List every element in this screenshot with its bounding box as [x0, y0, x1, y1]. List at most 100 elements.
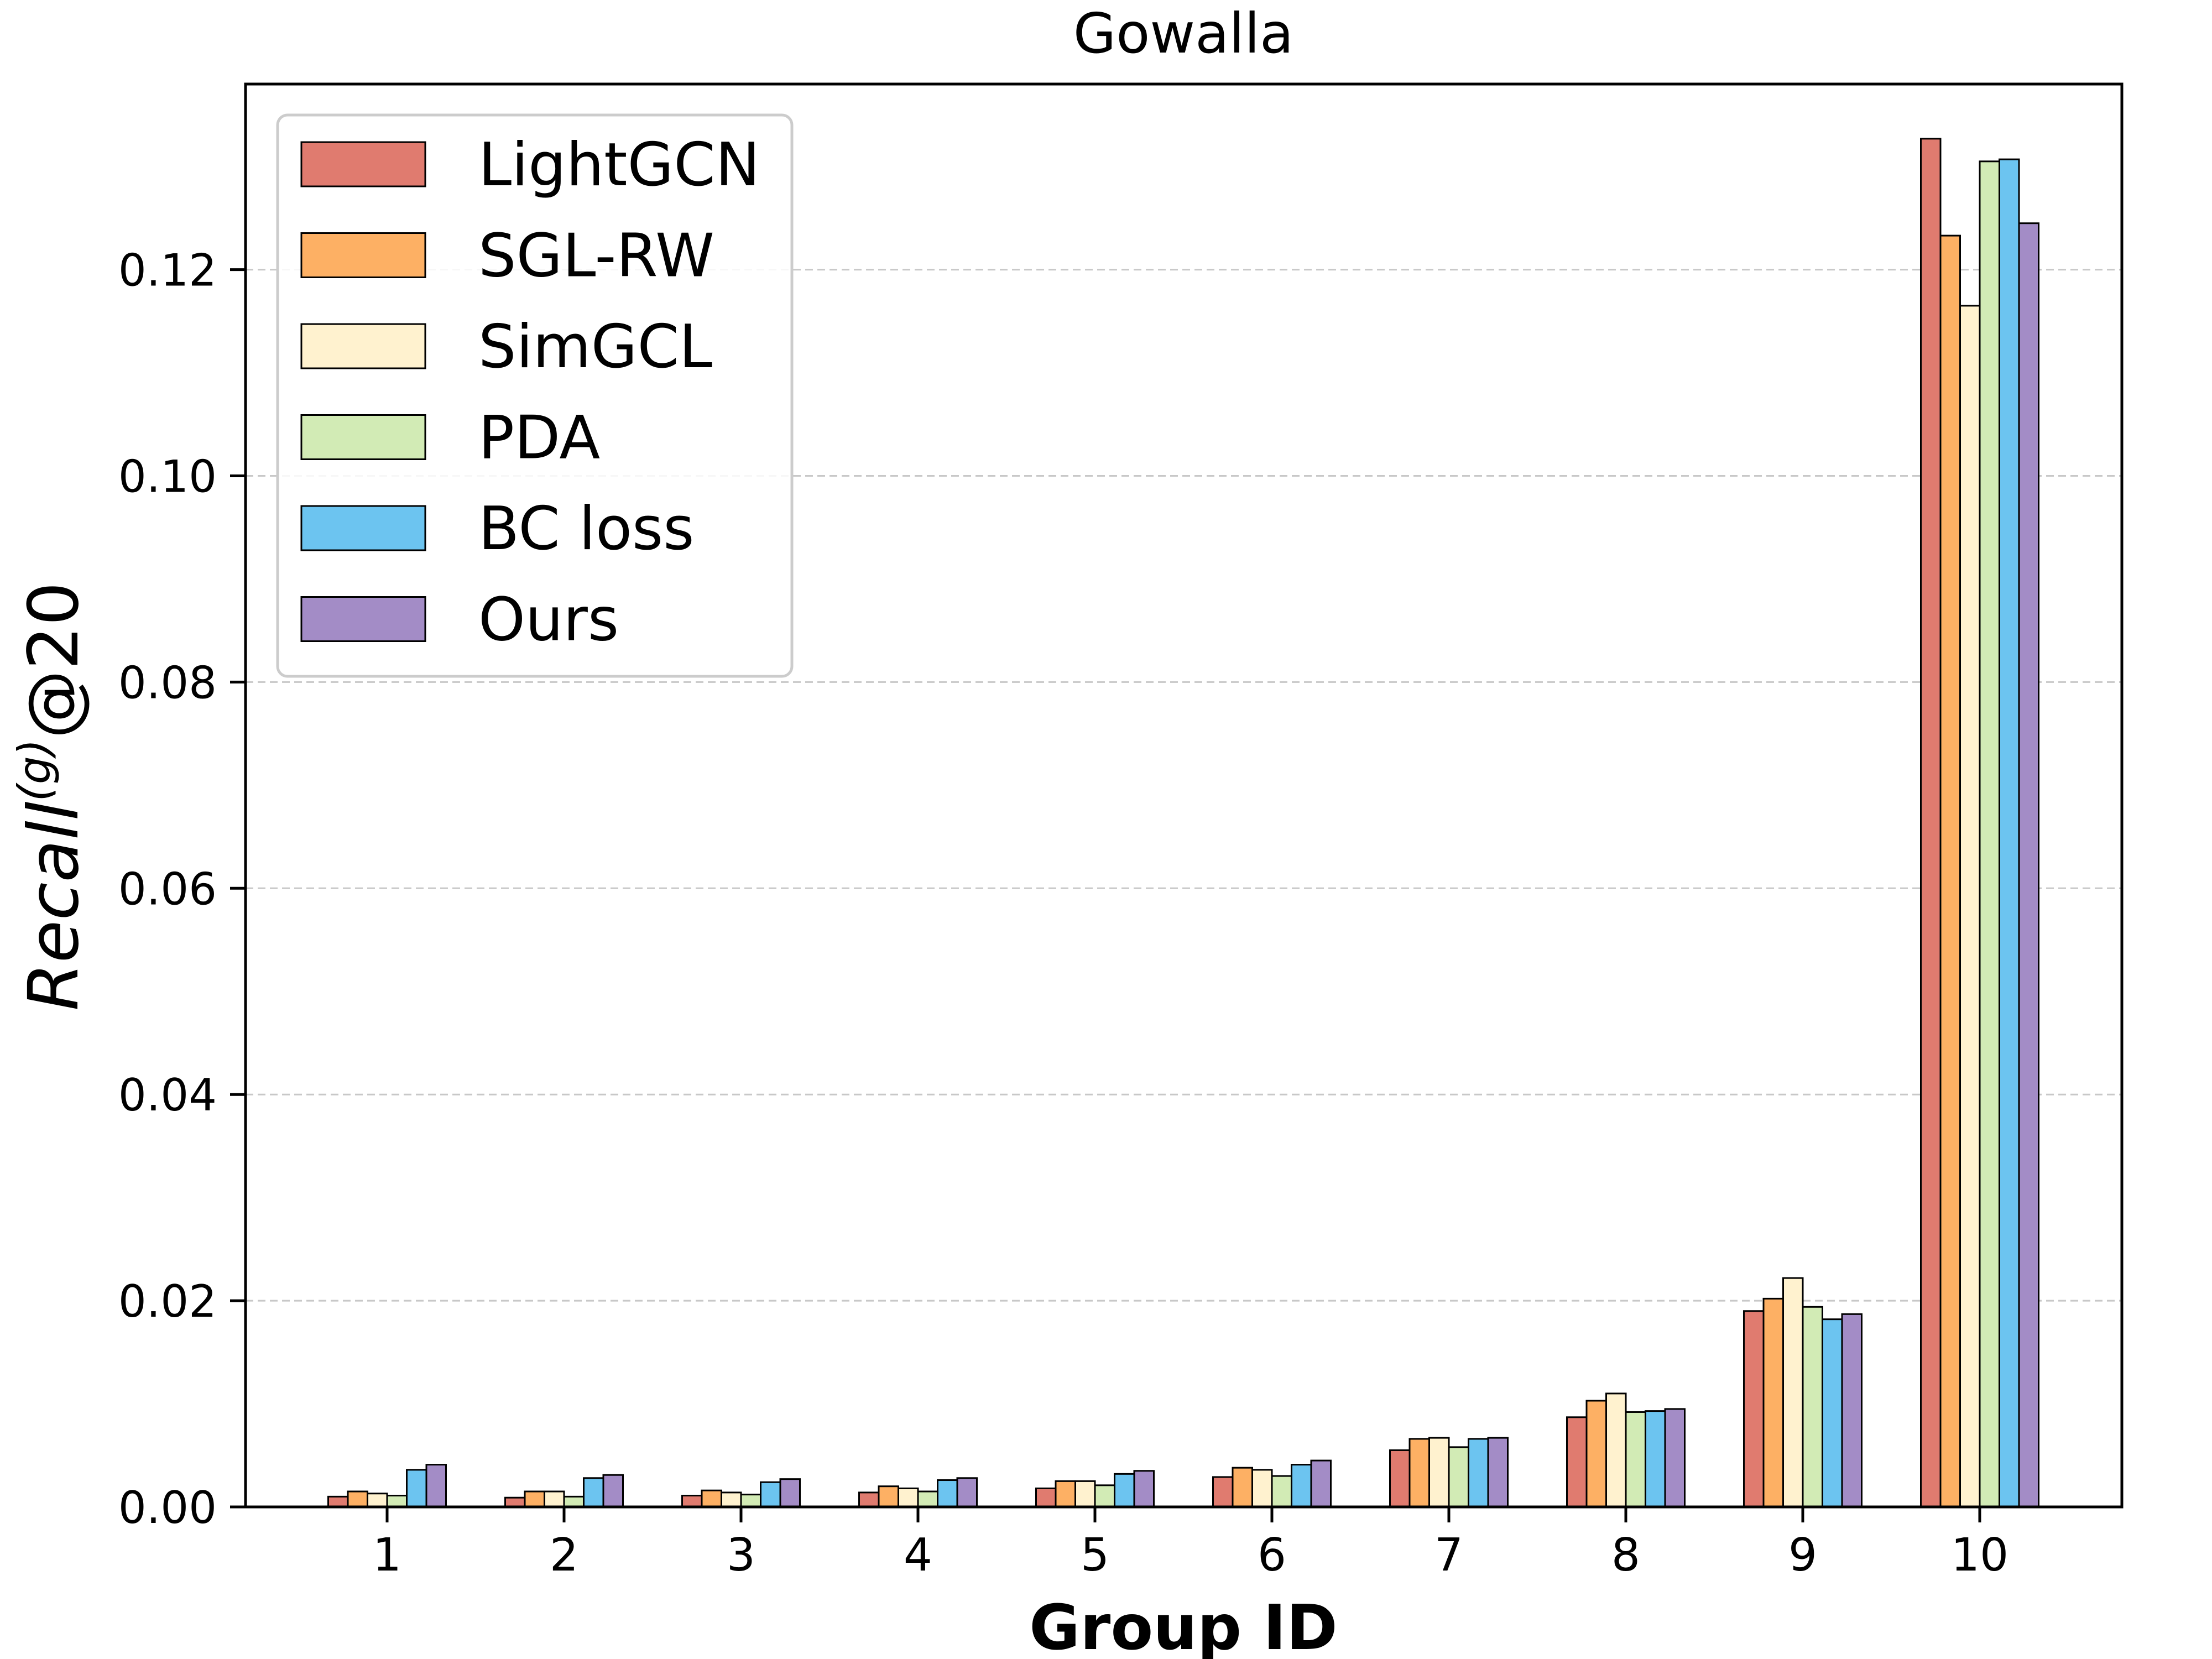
bar-sgl-rw-group-9: [1762, 1297, 1784, 1508]
x-tick-label: 8: [1611, 1529, 1640, 1582]
bar-ours-group-2: [602, 1474, 624, 1508]
x-tick-label: 3: [727, 1529, 755, 1582]
bar-lightgcn-group-8: [1566, 1416, 1588, 1508]
x-tick-label: 2: [550, 1529, 578, 1582]
legend-swatch-lightgcn: [300, 141, 426, 187]
bar-sgl-rw-group-3: [701, 1489, 722, 1508]
bar-ours-group-7: [1487, 1437, 1509, 1508]
bar-pda-group-10: [1979, 160, 2000, 1508]
x-tick-label: 4: [904, 1529, 932, 1582]
legend-swatch-pda: [300, 414, 426, 460]
bar-bc-loss-group-10: [1999, 158, 2020, 1508]
y-tick-label: 0.10: [118, 451, 217, 503]
x-tick-label: 1: [373, 1529, 401, 1582]
bar-ours-group-6: [1310, 1459, 1332, 1508]
bar-pda-group-9: [1802, 1306, 1823, 1508]
grid-lines: [246, 269, 2122, 1302]
y-tick-label: 0.12: [118, 245, 217, 296]
bar-lightgcn-group-9: [1743, 1310, 1765, 1508]
x-tick-label: 6: [1258, 1529, 1286, 1582]
bar-bc-loss-group-8: [1645, 1410, 1666, 1508]
bar-simgcl-group-7: [1428, 1437, 1450, 1508]
y-axis-label-suffix: @20: [14, 582, 94, 739]
bar-bc-loss-group-9: [1822, 1318, 1843, 1508]
bar-bc-loss-group-3: [760, 1481, 781, 1508]
bar-simgcl-group-2: [544, 1490, 565, 1508]
bar-lightgcn-group-6: [1212, 1476, 1234, 1508]
bar-ours-group-10: [2018, 222, 2039, 1508]
bar-lightgcn-group-3: [681, 1494, 703, 1508]
legend-label-simgcl: SimGCL: [478, 312, 712, 382]
bar-lightgcn-group-1: [327, 1495, 349, 1508]
x-tick-label: 5: [1081, 1529, 1109, 1582]
bar-pda-group-4: [917, 1490, 938, 1508]
legend-swatch-sgl-rw: [300, 232, 426, 278]
y-axis-label: Recall(g)@20: [9, 582, 94, 1011]
bar-pda-group-3: [740, 1494, 761, 1508]
bar-ours-group-1: [425, 1464, 447, 1508]
bar-bc-loss-group-2: [583, 1477, 604, 1508]
x-axis-label: Group ID: [1029, 1592, 1338, 1659]
bar-simgcl-group-8: [1605, 1392, 1627, 1508]
bar-simgcl-group-6: [1251, 1469, 1273, 1508]
bar-bc-loss-group-7: [1468, 1438, 1489, 1508]
bar-sgl-rw-group-8: [1585, 1400, 1607, 1508]
bar-bc-loss-group-5: [1114, 1473, 1135, 1508]
y-axis-label-superscript: (g): [9, 739, 60, 801]
legend-label-pda: PDA: [478, 404, 600, 473]
bar-simgcl-group-4: [898, 1487, 919, 1508]
bar-pda-group-7: [1448, 1446, 1469, 1508]
bar-sgl-rw-group-4: [878, 1485, 899, 1508]
bar-lightgcn-group-7: [1389, 1449, 1411, 1508]
bar-bc-loss-group-4: [937, 1479, 958, 1508]
chart-title: Gowalla: [1073, 1, 1294, 66]
bar-simgcl-group-10: [1959, 305, 1981, 1508]
bar-pda-group-5: [1094, 1484, 1115, 1508]
legend-swatch-ours: [300, 596, 426, 642]
bar-pda-group-2: [563, 1495, 585, 1508]
y-tick-label: 0.02: [118, 1276, 217, 1327]
bar-ours-group-4: [956, 1477, 978, 1508]
y-tick-label: 0.04: [118, 1070, 217, 1121]
bar-pda-group-6: [1271, 1475, 1292, 1508]
bar-lightgcn-group-10: [1920, 138, 1942, 1508]
legend: LightGCN SGL-RW SimGCL PDA BC loss Ours: [276, 113, 794, 678]
x-tick-label: 7: [1434, 1529, 1463, 1582]
y-tick-label: 0.06: [118, 863, 217, 915]
x-tick-label: 10: [1951, 1529, 2008, 1582]
bar-sgl-rw-group-10: [1939, 234, 1961, 1508]
bar-ours-group-3: [779, 1478, 801, 1508]
x-tick-label: 9: [1788, 1529, 1817, 1582]
legend-label-sgl-rw: SGL-RW: [478, 222, 714, 291]
bar-pda-group-8: [1625, 1411, 1646, 1508]
bar-lightgcn-group-2: [504, 1496, 526, 1508]
legend-swatch-bc-loss: [300, 505, 426, 551]
bar-ours-group-9: [1841, 1313, 1863, 1508]
legend-label-ours: Ours: [478, 586, 619, 655]
y-axis-ticks: 0.00 0.02 0.04 0.06 0.08 0.10 0.12: [118, 245, 246, 1533]
y-tick-label: 0.08: [118, 657, 217, 708]
bar-lightgcn-group-5: [1035, 1487, 1057, 1508]
legend-label-bc-loss: BC loss: [478, 494, 695, 564]
bar-bc-loss-group-6: [1291, 1464, 1312, 1508]
bars: [327, 138, 2039, 1508]
legend-swatch-simgcl: [300, 323, 426, 369]
bar-ours-group-5: [1133, 1470, 1155, 1508]
y-axis-label-main: Recall: [14, 801, 94, 1011]
bar-lightgcn-group-4: [858, 1491, 880, 1508]
bar-sgl-rw-group-2: [524, 1490, 545, 1508]
bar-pda-group-1: [386, 1494, 408, 1508]
legend-label-lightgcn: LightGCN: [478, 131, 760, 200]
bar-simgcl-group-3: [721, 1491, 742, 1508]
bar-simgcl-group-1: [367, 1493, 388, 1508]
bar-simgcl-group-5: [1074, 1480, 1096, 1508]
plot-frame: [244, 82, 2124, 1509]
bar-sgl-rw-group-1: [347, 1490, 368, 1508]
bar-sgl-rw-group-6: [1232, 1467, 1253, 1508]
bar-sgl-rw-group-5: [1055, 1480, 1076, 1508]
y-tick-label: 0.00: [118, 1482, 217, 1533]
bar-ours-group-8: [1664, 1408, 1686, 1508]
bar-sgl-rw-group-7: [1408, 1438, 1430, 1508]
x-axis-ticks: 1 2 3 4 5 6 7 8 9 10: [373, 1507, 2008, 1582]
